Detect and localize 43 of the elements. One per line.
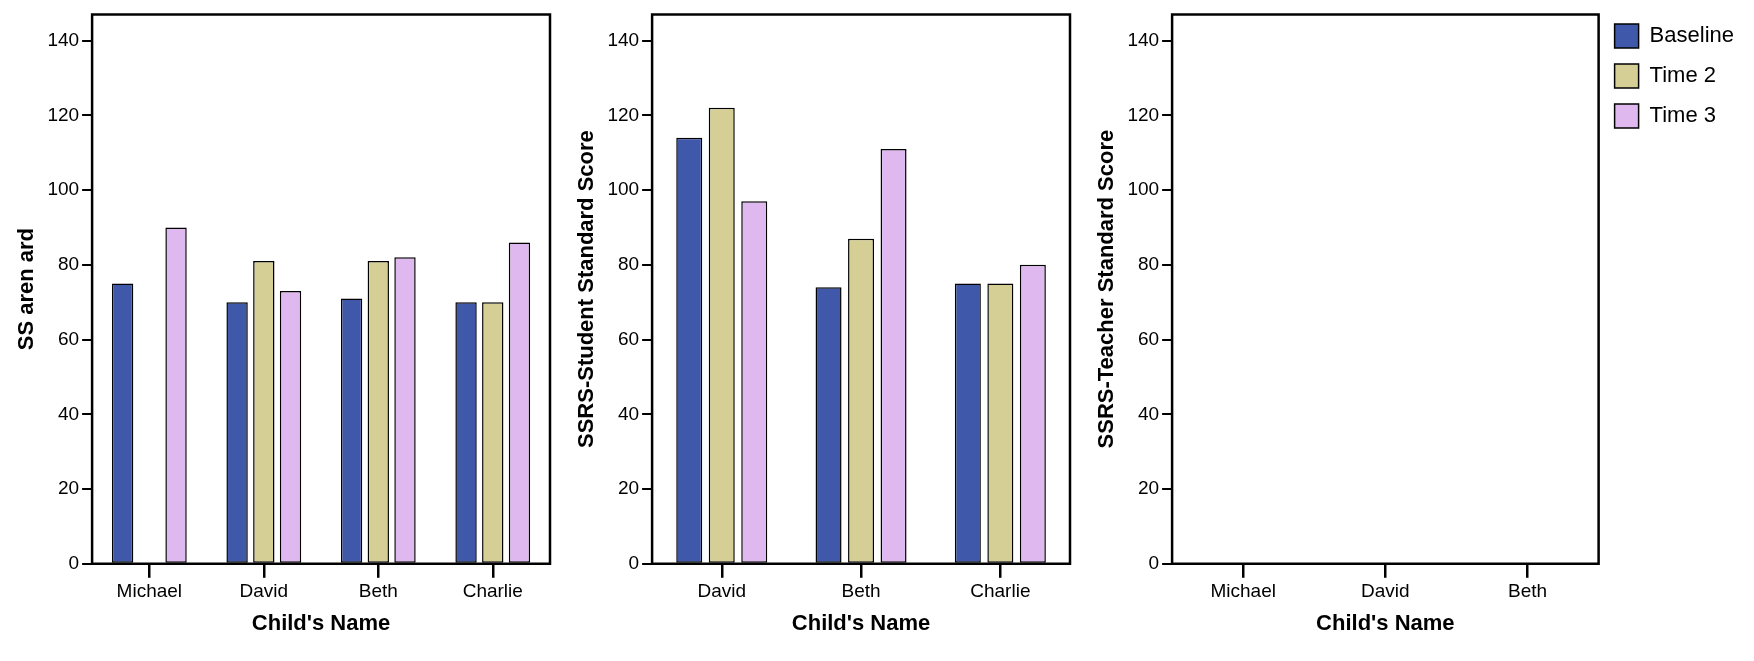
x-tick-label: Beth [358,580,398,602]
y-tick-label: 80 [617,253,640,275]
y-tick-label: 20 [57,477,80,499]
y-tick-label: 120 [47,103,80,125]
y-tick-label: 100 [1127,178,1160,200]
y-axis-title: SSRS-Teacher Standard Score [1093,129,1119,449]
y-tick-label: 40 [57,402,80,424]
y-tick-label: 140 [607,28,640,50]
x-tick-label: Charlie [970,580,1031,602]
x-tick-label: David [239,580,289,602]
y-tick-label: 100 [47,178,80,200]
x-tick-label: Michael [116,580,183,602]
x-tick-label: Beth [1507,580,1548,602]
y-axis-title: SSRS-Student Standard Score [573,130,599,449]
legend-label: Time 3 [1649,102,1717,128]
x-axis-title: Child's Name [1316,609,1455,635]
x-tick-label: Beth [841,580,881,602]
y-tick-label: 60 [1137,327,1160,349]
y-tick-label: 80 [57,253,80,275]
x-tick-label: David [697,580,747,602]
y-tick-label: 40 [617,402,640,424]
y-tick-label: 140 [1127,28,1160,50]
x-tick-label: Michael [1210,580,1276,602]
x-axis-title: Child's Name [251,609,391,635]
x-tick-label: David [1361,580,1410,602]
y-tick-label: 20 [1137,477,1160,499]
y-tick-label: 0 [1148,552,1160,574]
y-tick-label: 0 [68,552,80,574]
y-tick-label: 120 [607,103,640,125]
y-tick-label: 140 [47,28,80,50]
y-tick-label: 120 [1127,103,1160,125]
y-tick-label: 80 [1137,253,1160,275]
y-tick-label: 100 [607,178,640,200]
y-tick-label: 0 [628,552,640,574]
y-tick-label: 60 [617,327,640,349]
y-tick-label: 40 [1137,402,1160,424]
legend-label: Time 2 [1649,62,1717,88]
y-tick-label: 20 [617,477,640,499]
x-tick-label: Charlie [462,580,523,602]
legend-label: Baseline [1649,22,1734,48]
y-axis-title: SS aren ard [13,227,39,351]
y-tick-label: 60 [57,327,80,349]
x-axis-title: Child's Name [791,609,931,635]
